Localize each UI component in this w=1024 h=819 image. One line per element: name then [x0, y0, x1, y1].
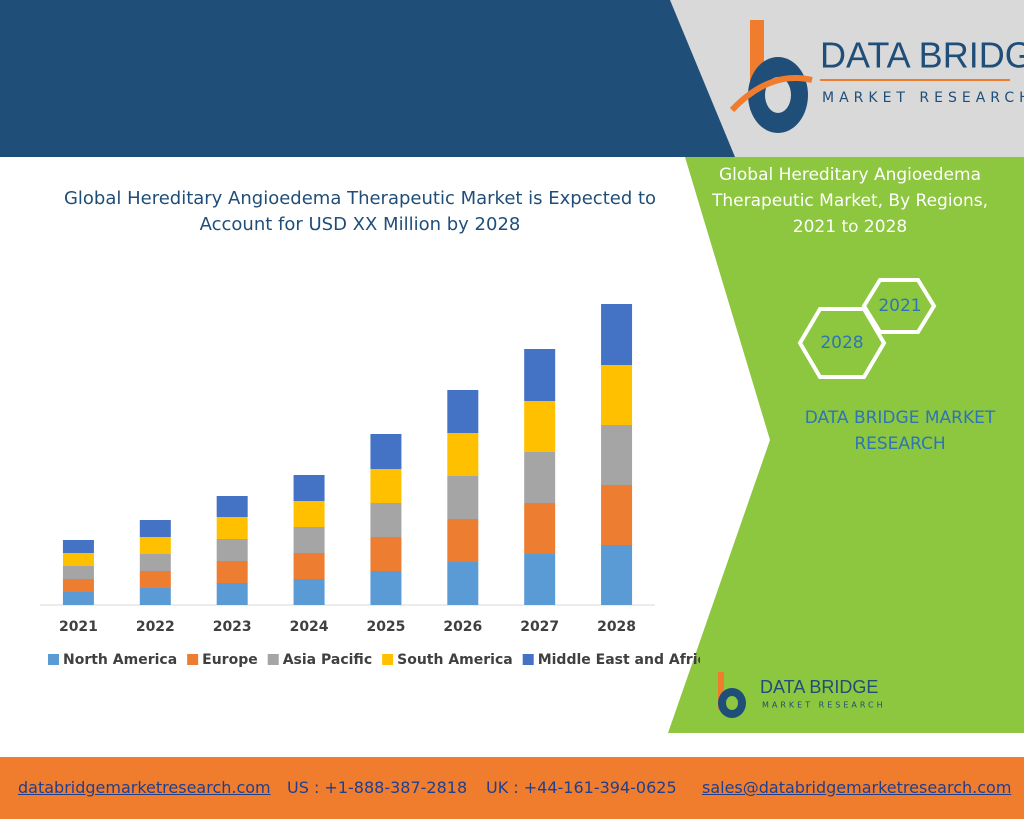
logo-name: DATA BRIDGE — [820, 35, 1024, 76]
bar-segment — [293, 475, 325, 501]
bar-segment — [216, 561, 248, 583]
bar-segment — [62, 579, 94, 592]
legend-label: North America — [63, 652, 177, 668]
hexagon — [861, 278, 937, 334]
x-tick-label: 2024 — [290, 619, 329, 635]
side-panel — [668, 157, 1024, 733]
bar-segment — [601, 485, 633, 545]
bar-segment — [524, 349, 556, 401]
side-title: Global Hereditary Angioedema Therapeutic… — [711, 165, 989, 237]
bar-segment — [216, 583, 248, 605]
small-logo-name: DATA BRIDGE — [760, 677, 878, 697]
legend-swatch — [382, 654, 394, 665]
bar-segment — [139, 520, 171, 537]
bar-segment — [139, 588, 171, 605]
bar-segment — [293, 501, 325, 527]
bar-segment — [293, 579, 325, 605]
bar-segment — [601, 365, 633, 425]
bar-segment — [293, 527, 325, 553]
x-tick-label: 2023 — [213, 619, 252, 635]
x-tick-label: 2025 — [366, 619, 405, 635]
brand-text: DATA BRIDGE MARKET RESEARCH — [804, 408, 996, 454]
legend-swatch — [48, 654, 59, 665]
bar-segment — [62, 592, 94, 605]
bar-segment — [524, 554, 556, 605]
chart-title: Global Hereditary Angioedema Therapeutic… — [63, 188, 657, 235]
legend-swatch — [187, 654, 199, 665]
legend-swatch — [522, 654, 534, 665]
bar-segment — [370, 434, 402, 469]
logo-icon — [729, 20, 813, 133]
bar-segment — [62, 540, 94, 553]
bar-segment — [216, 496, 248, 517]
bar-segment — [139, 571, 171, 588]
bar-segment — [62, 566, 94, 579]
bar-segment — [216, 539, 248, 561]
bar-segment — [447, 433, 479, 476]
bar-segment — [524, 452, 556, 503]
hexagon — [797, 307, 887, 379]
bar-segment — [370, 537, 402, 571]
bar-segment — [601, 545, 633, 605]
footer-website[interactable]: databridgemarketresearch.com — [18, 778, 271, 797]
bar-segment — [370, 571, 402, 605]
hex-label: 2028 — [820, 333, 863, 353]
bar-segment — [447, 476, 479, 519]
bar-segment — [370, 503, 402, 537]
legend-label: Europe — [202, 652, 258, 668]
legend-label: South America — [397, 652, 513, 668]
x-tick-label: 2026 — [443, 619, 482, 635]
bar-segment — [139, 537, 171, 554]
legend-label: Middle East and Africa — [538, 652, 700, 668]
background: DATA BRIDGE MARKET RESEARCH 2021 2028 DA… — [0, 0, 1024, 733]
small-logo-tagline: MARKET RESEARCH — [762, 701, 886, 710]
legend-label: Asia Pacific — [283, 652, 372, 668]
bar-segment — [524, 503, 556, 554]
bar-segment — [447, 562, 479, 605]
bar-segment — [293, 553, 325, 579]
footer-uk-phone: UK : +44-161-394-0625 — [486, 778, 677, 797]
x-tick-label: 2027 — [520, 619, 559, 635]
bar-segment — [447, 519, 479, 562]
hex-label: 2021 — [878, 296, 921, 316]
header-band — [0, 0, 735, 157]
bar-segment — [601, 425, 633, 485]
small-logo-icon — [718, 672, 746, 718]
bar-segment — [601, 304, 633, 365]
bar-segment — [139, 554, 171, 571]
x-tick-label: 2021 — [59, 619, 98, 635]
bar-segment — [447, 390, 479, 433]
footer-us-phone: US : +1-888-387-2818 — [287, 778, 468, 797]
footer — [0, 757, 1024, 819]
x-tick-label: 2028 — [597, 619, 636, 635]
chart: 2021 2022 2023 2024 2025 2026 2027 2028 North Am… — [40, 304, 700, 668]
legend-swatch — [267, 654, 279, 665]
bar-segment — [370, 469, 402, 503]
bar-segment — [524, 401, 556, 452]
x-tick-label: 2022 — [136, 619, 175, 635]
bar-segment — [62, 553, 94, 566]
footer-email[interactable]: sales@databridgemarketresearch.com — [702, 778, 1012, 797]
logo-tagline: MARKET RESEARCH — [822, 90, 1024, 106]
bar-segment — [216, 517, 248, 539]
